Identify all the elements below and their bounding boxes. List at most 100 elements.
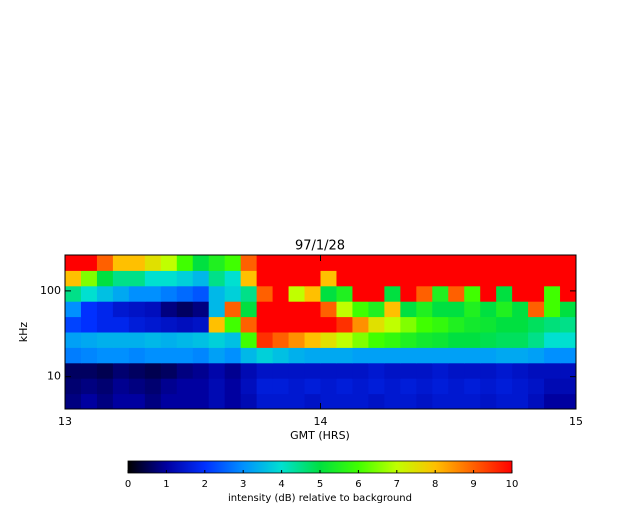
cell (416, 270, 433, 287)
cell (272, 347, 290, 364)
cell (320, 347, 337, 364)
cell (464, 393, 481, 410)
cell (352, 347, 369, 364)
cell (512, 301, 529, 318)
cell (480, 285, 497, 302)
cell (192, 393, 210, 410)
cell (272, 362, 290, 379)
cell (480, 332, 497, 348)
cell (528, 378, 545, 395)
cell (448, 255, 465, 271)
cell (176, 285, 194, 302)
cell (96, 270, 114, 287)
cell (528, 285, 545, 302)
cell (304, 301, 321, 318)
cell (304, 285, 321, 302)
cell (352, 332, 369, 348)
cell (464, 255, 481, 271)
cell (544, 316, 561, 333)
cell (336, 362, 353, 379)
cell (448, 301, 465, 318)
cell (352, 255, 369, 271)
cell (432, 285, 449, 302)
cell (65, 301, 82, 318)
cell (96, 378, 114, 395)
cell (368, 378, 385, 395)
cell (464, 285, 481, 302)
cell (416, 316, 433, 333)
cell (288, 362, 306, 379)
cell (544, 393, 561, 410)
cell (416, 378, 433, 395)
cell (176, 347, 194, 364)
cell (65, 270, 82, 287)
cell (496, 393, 513, 410)
colorbar-tick-label: 2 (202, 479, 208, 490)
cell (320, 285, 337, 302)
cell (240, 362, 258, 379)
cell (128, 378, 146, 395)
cell (512, 347, 529, 364)
cell (96, 285, 114, 302)
cell (240, 316, 258, 333)
cell (368, 285, 385, 302)
cell (544, 362, 561, 379)
cell (352, 270, 369, 287)
cell (384, 332, 401, 348)
cell (256, 393, 274, 410)
colorbar-tick-label: 8 (432, 479, 438, 490)
cell (400, 378, 417, 395)
y-tick-label: 10 (47, 370, 61, 383)
cell (192, 332, 210, 348)
cell (96, 393, 114, 410)
cell (512, 270, 529, 287)
cell (96, 332, 114, 348)
cell (352, 378, 369, 395)
cell (224, 316, 242, 333)
cell (528, 362, 545, 379)
cell (352, 362, 369, 379)
cell (128, 347, 146, 364)
cell (560, 347, 577, 364)
cell (448, 316, 465, 333)
cell (320, 378, 337, 395)
cell (464, 332, 481, 348)
cell (80, 285, 98, 302)
cell (416, 393, 433, 410)
cell (176, 362, 194, 379)
cell (384, 285, 401, 302)
x-tick-label: 15 (569, 415, 583, 428)
cell (128, 301, 146, 318)
cell (112, 347, 130, 364)
cell (224, 255, 242, 271)
cell (512, 332, 529, 348)
cell (320, 270, 337, 287)
cell (336, 270, 353, 287)
cell (432, 393, 449, 410)
colorbar-tick-label: 5 (317, 479, 323, 490)
cell (464, 378, 481, 395)
cell (192, 362, 210, 379)
cell (240, 301, 258, 318)
cell (512, 393, 529, 410)
cell (496, 301, 513, 318)
cell (416, 362, 433, 379)
cell (384, 316, 401, 333)
cell (496, 316, 513, 333)
cell (96, 347, 114, 364)
cell (176, 332, 194, 348)
cell (496, 332, 513, 348)
cell (224, 378, 242, 395)
cell (368, 393, 385, 410)
cell (448, 362, 465, 379)
cell (65, 393, 82, 410)
cell (80, 393, 98, 410)
cell (192, 270, 210, 287)
cell (448, 270, 465, 287)
cell (224, 270, 242, 287)
cell (160, 270, 178, 287)
cell (144, 255, 162, 271)
cell (496, 362, 513, 379)
cell (224, 285, 242, 302)
cell (336, 393, 353, 410)
